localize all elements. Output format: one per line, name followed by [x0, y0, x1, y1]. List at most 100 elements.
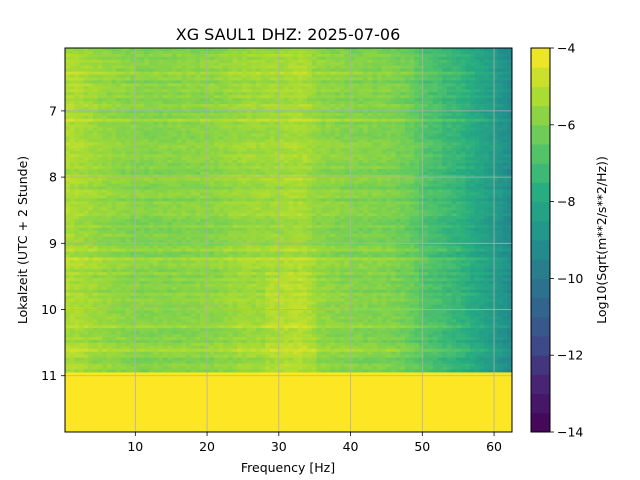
spectrogram-cell: [227, 68, 234, 73]
spectrogram-cell: [148, 56, 155, 61]
spectrogram-cell: [139, 77, 145, 82]
spectrogram-cell: [363, 62, 369, 67]
spectrogram-cell: [418, 53, 425, 58]
spectrogram-cell: [390, 56, 397, 61]
spectrogram-cell: [316, 50, 322, 55]
spectrogram-cell: [279, 48, 285, 52]
spectrogram-cell: [386, 50, 392, 55]
spectrogram-cell: [74, 56, 80, 61]
spectrogram-cell: [507, 71, 512, 76]
spectrogram-cell: [321, 68, 327, 73]
spectrogram-cell: [97, 77, 103, 82]
spectrogram-cell: [437, 62, 443, 67]
spectrogram-cell: [502, 56, 508, 61]
spectrogram-cell: [139, 65, 145, 70]
spectrogram-cell: [414, 53, 420, 58]
spectrogram-cell: [288, 80, 294, 84]
spectrogram-cell: [325, 48, 332, 52]
spectrogram-cell: [111, 71, 117, 76]
spectrogram-cell: [339, 59, 345, 64]
spectrogram-cell: [297, 80, 304, 84]
spectrogram-cell: [74, 65, 80, 70]
spectrogram-cell: [111, 74, 117, 79]
spectrogram-cell: [130, 59, 136, 64]
spectrogram-cell: [265, 62, 271, 67]
spectrogram-cell: [488, 48, 494, 52]
spectrogram-cell: [265, 74, 271, 79]
spectrogram-cell: [432, 48, 439, 52]
spectrogram-cell: [69, 77, 75, 82]
spectrogram-cell: [465, 62, 471, 67]
spectrogram-cell: [195, 71, 201, 76]
spectrogram-cell: [255, 68, 262, 73]
spectrogram-cell: [395, 48, 401, 52]
spectrogram-cell: [414, 65, 420, 70]
spectrogram-cell: [102, 77, 108, 82]
spectrogram-cell: [92, 48, 99, 52]
spectrogram-cell: [274, 50, 280, 55]
spectrogram-cell: [395, 80, 401, 84]
spectrogram-cell: [460, 68, 467, 73]
spectrogram-cell: [367, 59, 373, 64]
spectrogram-cell: [116, 56, 122, 61]
spectrogram-cell: [223, 59, 229, 64]
spectrogram-cell: [144, 77, 150, 82]
spectrogram-cell: [451, 62, 457, 67]
spectrogram-cell: [148, 65, 155, 70]
spectrogram-cell: [432, 53, 439, 58]
spectrogram-cell: [144, 74, 150, 79]
spectrogram-cell: [330, 48, 336, 52]
spectrogram-cell: [307, 62, 313, 67]
spectrogram-cell: [339, 48, 345, 52]
spectrogram-cell: [335, 59, 341, 64]
spectrogram-cell: [442, 62, 448, 67]
spectrogram-cell: [498, 77, 504, 82]
spectrogram-cell: [97, 48, 103, 52]
spectrogram-cell: [372, 50, 378, 55]
spectrogram-cell: [498, 74, 504, 79]
spectrogram-cell: [460, 50, 467, 55]
spectrogram-cell: [139, 71, 145, 76]
spectrogram-cell: [400, 50, 406, 55]
spectrogram-cell: [218, 53, 224, 58]
spectrogram-cell: [139, 68, 145, 73]
spectrogram-cell: [209, 50, 215, 55]
spectrogram-cell: [237, 80, 243, 84]
spectrogram-cell: [507, 65, 512, 70]
spectrogram-cell: [307, 65, 313, 70]
spectrogram-cell: [181, 80, 187, 84]
spectrogram-cell: [381, 50, 387, 55]
spectrogram-cell: [498, 71, 504, 76]
spectrogram-cell: [460, 48, 467, 52]
spectrogram-cell: [283, 62, 290, 67]
spectrogram-cell: [274, 56, 280, 61]
spectrogram-cell: [321, 50, 327, 55]
spectrogram-cell: [69, 48, 75, 52]
spectrogram-cell: [97, 62, 103, 67]
spectrogram-cell: [502, 62, 508, 67]
spectrogram-cell: [125, 65, 131, 70]
spectrogram-cell: [316, 62, 322, 67]
spectrogram-cell: [437, 48, 443, 52]
spectrogram-cell: [78, 48, 85, 52]
spectrogram-cell: [251, 65, 257, 70]
spectrogram-cell: [316, 77, 322, 82]
spectrogram-cell: [460, 56, 467, 61]
spectrogram-cell: [190, 50, 196, 55]
spectrogram-cell: [376, 74, 383, 79]
spectrogram-cell: [144, 53, 150, 58]
spectrogram-cell: [251, 56, 257, 61]
spectrogram-cell: [288, 53, 294, 58]
spectrogram-cell: [358, 65, 364, 70]
spectrogram-cell: [456, 62, 462, 67]
spectrogram-cell: [237, 65, 243, 70]
spectrogram-cell: [409, 56, 415, 61]
spectrogram-cell: [106, 59, 113, 64]
spectrogram-cell: [283, 71, 290, 76]
spectrogram-cell: [372, 68, 378, 73]
spectrogram-cell: [330, 74, 336, 79]
spectrogram-cell: [400, 62, 406, 67]
spectrogram-cell: [423, 48, 429, 52]
spectrogram-cell: [418, 74, 425, 79]
spectrogram-cell: [418, 50, 425, 55]
